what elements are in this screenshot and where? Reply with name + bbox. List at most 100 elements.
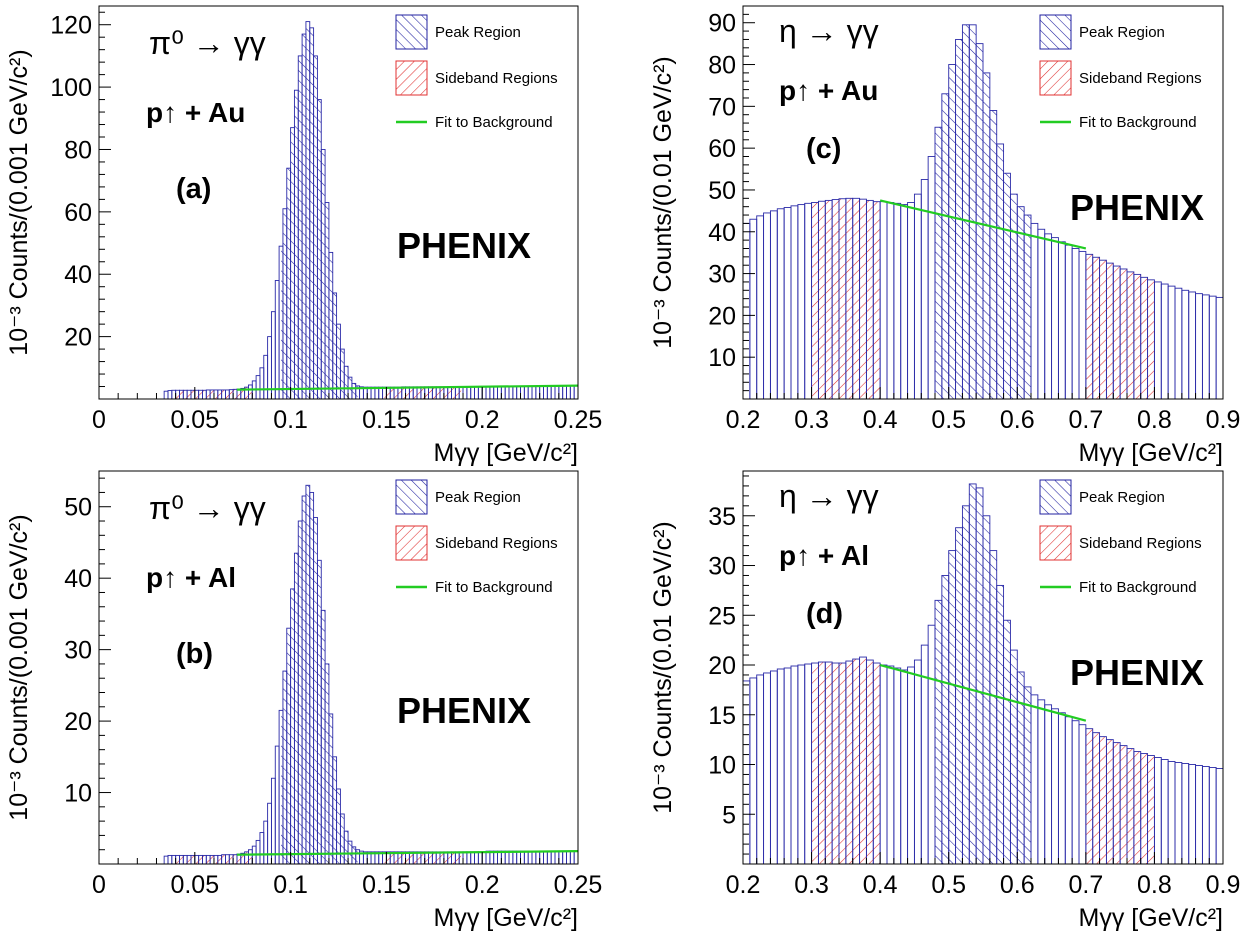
histogram-bin — [1037, 699, 1046, 864]
x-tick-label: 0.9 — [1206, 406, 1241, 434]
legend-fit-label: Fit to Background — [435, 114, 553, 131]
histogram-bin — [783, 207, 792, 399]
histogram-bin — [763, 672, 771, 864]
histogram-bin — [1160, 283, 1169, 399]
legend-peak-swatch — [1039, 14, 1072, 50]
histogram-bin — [797, 664, 806, 864]
y-axis-title: 10⁻³ Counts/(0.01 GeV/c²) — [649, 521, 677, 813]
histogram-bin — [535, 385, 541, 399]
y-tick-label: 10 — [708, 344, 736, 372]
plot-area — [743, 483, 1223, 864]
plot-area — [163, 484, 578, 864]
legend-peak-label: Peak Region — [435, 24, 521, 41]
y-tick-label: 10 — [708, 752, 736, 780]
legend-sideband-swatch — [1039, 60, 1072, 96]
y-tick-label: 40 — [64, 565, 92, 593]
x-tick-label: 0.9 — [1206, 871, 1241, 899]
x-tick-label: 0.3 — [794, 406, 829, 434]
histogram-bin — [470, 851, 475, 864]
plot-frame — [742, 470, 1224, 865]
histogram-bin — [171, 854, 177, 864]
histogram-bin — [485, 386, 491, 399]
panel-label: (c) — [806, 133, 841, 165]
peak-region-fill — [281, 21, 358, 399]
histogram-bin — [879, 201, 888, 399]
histogram-bin — [569, 385, 575, 399]
histogram-bin — [1188, 764, 1197, 864]
histogram-bin — [1078, 724, 1087, 864]
histogram-bin — [776, 668, 785, 864]
histogram-bin — [558, 850, 564, 864]
histogram-bin — [543, 850, 548, 864]
x-axis-title: Mγγ [GeV/c²] — [434, 904, 578, 932]
legend-fit-label: Fit to Background — [435, 579, 553, 596]
histogram-bin — [1188, 291, 1197, 399]
histogram-bin — [477, 851, 483, 864]
x-tick-label: 0.2 — [726, 871, 761, 899]
plot-frame — [98, 470, 579, 865]
histogram-bin — [1174, 762, 1183, 864]
histogram-bin — [900, 204, 909, 399]
histogram-bin — [523, 385, 529, 399]
histogram-bin — [466, 851, 472, 864]
y-axis-title: 10⁻³ Counts/(0.001 GeV/c²) — [5, 49, 33, 355]
histogram-bin — [763, 212, 771, 399]
panel-label: (b) — [176, 638, 213, 670]
histogram-bin — [520, 850, 525, 864]
x-tick-label: 0.7 — [1068, 406, 1103, 434]
histogram-bin — [516, 385, 521, 399]
histogram-bin — [769, 670, 778, 864]
histogram-bin — [756, 215, 765, 399]
peak-region-fill — [281, 485, 358, 864]
y-tick-label: 60 — [64, 199, 92, 227]
decay-label: η → γγ — [779, 478, 879, 514]
histogram-bin — [474, 386, 479, 399]
y-tick-label: 30 — [708, 553, 736, 581]
y-tick-label: 100 — [50, 74, 92, 102]
histogram-bin — [804, 663, 813, 864]
sideband-region-fill-2 — [384, 851, 462, 864]
histogram-bin — [790, 665, 799, 864]
histogram-bin — [573, 850, 578, 864]
histogram-bin — [550, 850, 556, 864]
histogram-bin — [1195, 293, 1203, 399]
y-tick-label: 20 — [708, 302, 736, 330]
histogram-bin — [167, 390, 173, 399]
histogram-bin — [893, 202, 902, 399]
x-tick-label: 0.1 — [273, 406, 308, 434]
histogram-bin — [743, 680, 751, 864]
histogram-bin — [749, 218, 758, 399]
histogram-bin — [504, 386, 510, 399]
histogram-bin — [797, 204, 806, 399]
histogram-bin — [907, 202, 915, 399]
x-axis-title: Mγγ [GeV/c²] — [1079, 439, 1223, 467]
histogram-bin — [569, 850, 575, 864]
x-tick-label: 0.15 — [362, 871, 411, 899]
y-tick-label: 25 — [708, 602, 736, 630]
histogram-bin — [535, 850, 541, 864]
histogram-bin — [550, 385, 556, 399]
histogram-bin — [255, 839, 261, 864]
histogram-bin — [1181, 289, 1190, 399]
histogram-bin — [1215, 768, 1223, 864]
histogram-bin — [500, 386, 506, 399]
y-tick-label: 60 — [708, 135, 736, 163]
histogram-bin — [913, 193, 922, 399]
histogram-bin — [539, 385, 544, 399]
histogram-bin — [749, 677, 758, 864]
y-tick-label: 10 — [64, 780, 92, 808]
histogram-bin — [500, 850, 506, 864]
y-tick-label: 30 — [708, 261, 736, 289]
histogram-bin — [163, 855, 169, 864]
histogram-bin — [1215, 296, 1223, 399]
legend-peak-swatch — [395, 479, 428, 515]
background-fit-line — [879, 199, 1087, 250]
y-tick-label: 5 — [722, 801, 736, 829]
plot-frame — [98, 5, 579, 400]
histogram-bin — [790, 205, 799, 399]
histogram-bin — [558, 385, 564, 399]
y-tick-label: 20 — [64, 324, 92, 352]
histogram-bin — [531, 850, 537, 864]
histogram-bin — [481, 851, 487, 864]
legend-sideband-swatch — [395, 525, 428, 561]
